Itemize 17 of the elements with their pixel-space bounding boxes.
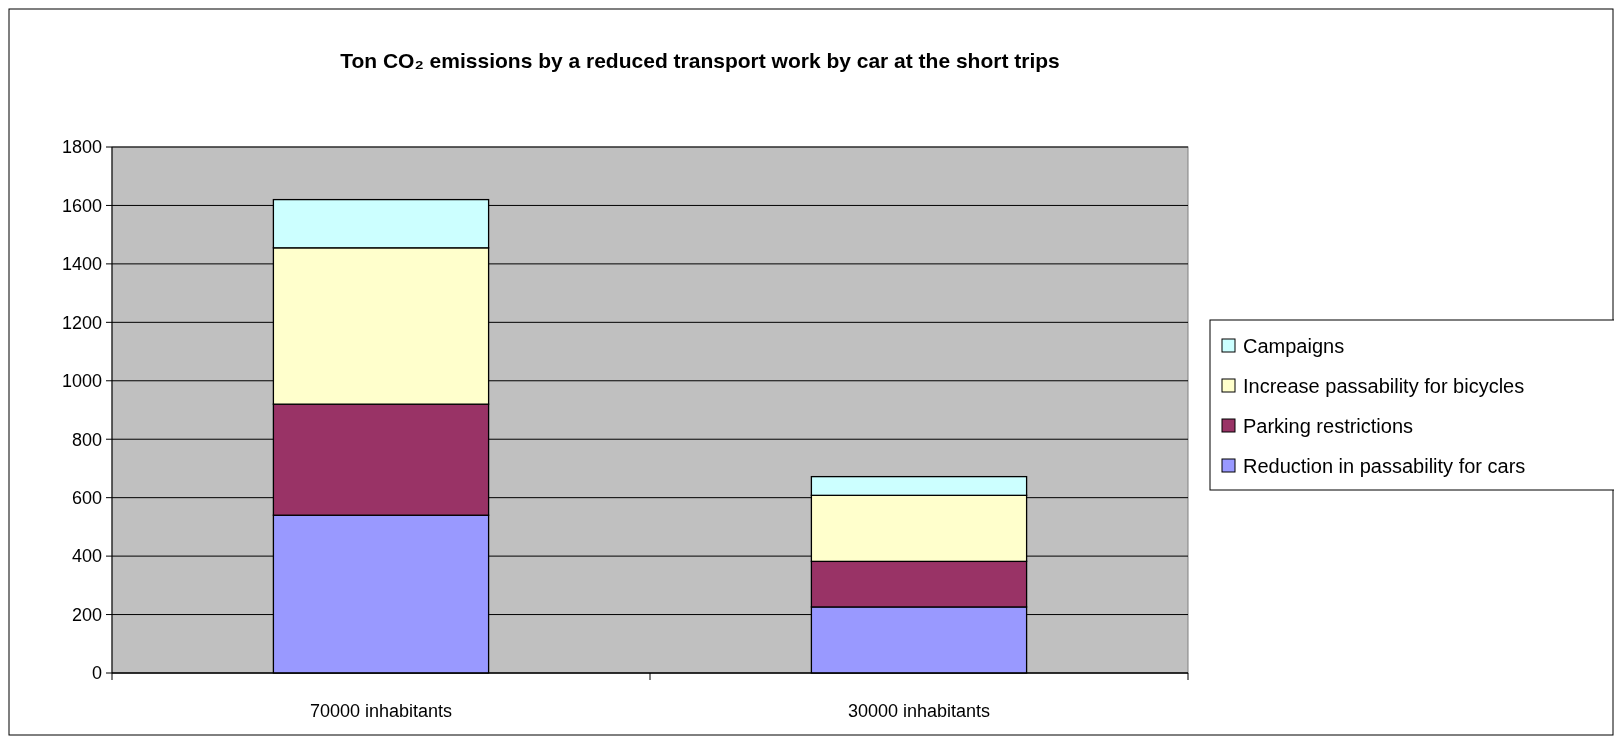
- y-tick-label: 200: [71, 604, 102, 625]
- y-tick-label: 0: [91, 663, 102, 684]
- legend-label: Campaigns: [1243, 335, 1345, 357]
- chart-title: Ton CO₂ emissions by a reduced transport work by car at the short trips: [340, 49, 1060, 72]
- y-tick-label: 400: [71, 546, 102, 567]
- y-tick-label: 800: [71, 429, 102, 450]
- y-tick-label: 1000: [61, 371, 102, 392]
- legend-label: Increase passability for bicycles: [1243, 375, 1525, 397]
- y-tick-label: 1200: [61, 312, 102, 333]
- x-tick-label: 30000 inhabitants: [847, 701, 991, 721]
- y-tick-label: 1600: [61, 195, 102, 216]
- legend-label: Reduction in passability for cars: [1243, 455, 1526, 477]
- y-tick-label: 600: [71, 487, 102, 508]
- y-tick-label: 1800: [61, 137, 102, 158]
- x-tick-label: 70000 inhabitants: [309, 701, 453, 721]
- legend-label: Parking restrictions: [1243, 415, 1414, 437]
- y-tick-label: 1400: [61, 254, 102, 275]
